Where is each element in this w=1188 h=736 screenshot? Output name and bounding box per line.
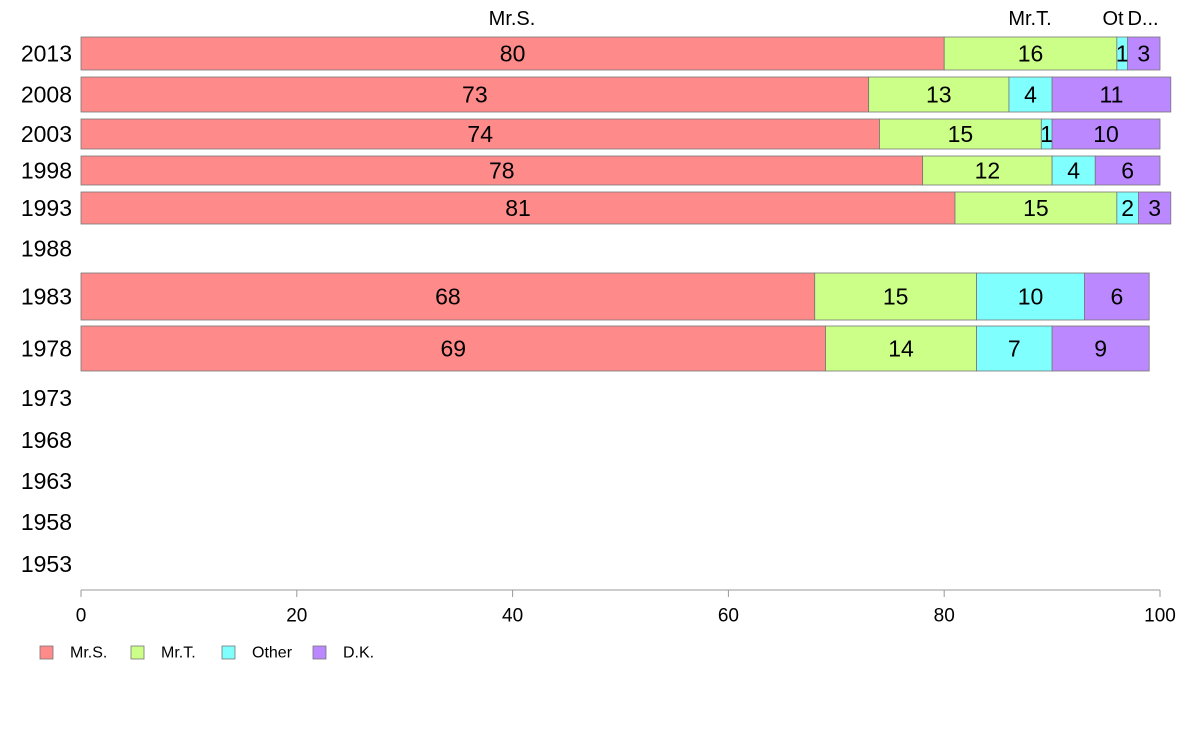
legend-swatch-other (221, 645, 236, 660)
bar-mr-s-1978 (80, 325, 826, 372)
bar-mr-t-1978 (825, 325, 977, 372)
data-label-other-2013: 1 (1116, 41, 1129, 67)
bar-d-k-2003 (1051, 118, 1161, 150)
x-tick-label-40: 40 (502, 606, 523, 627)
year-label-1968: 1968 (21, 427, 72, 453)
legend-swatch-d-k (312, 645, 327, 660)
legend-label-d-k: D.K. (343, 645, 374, 662)
data-label-mr-t-1998: 12 (975, 158, 1001, 184)
year-label-1953: 1953 (21, 551, 72, 577)
data-label-d-k-1998: 6 (1121, 158, 1134, 184)
bar-mr-s-1998 (80, 155, 924, 186)
year-label-1993: 1993 (21, 195, 72, 221)
year-label-1988: 1988 (21, 236, 72, 262)
bar-d-k-2008 (1051, 76, 1172, 113)
top-label-ot: Ot (1102, 8, 1124, 30)
data-label-d-k-1993: 3 (1148, 195, 1161, 221)
year-label-2013: 2013 (21, 41, 72, 67)
data-label-other-1983: 10 (1018, 284, 1044, 310)
data-label-other-2003: 1 (1040, 121, 1053, 147)
data-label-mr-s-1978: 69 (440, 336, 466, 362)
bar-mr-t-2013 (943, 36, 1118, 71)
x-tick-label-0: 0 (76, 606, 87, 627)
data-label-other-1993: 2 (1121, 195, 1134, 221)
top-label-mr-s: Mr.S. (489, 8, 536, 30)
data-label-d-k-1983: 6 (1110, 284, 1123, 310)
bar-d-k-1978 (1051, 325, 1150, 372)
bar-other-1998 (1051, 155, 1096, 186)
top-series-labels: Mr.S. Mr.T. Ot D... (489, 8, 1159, 30)
year-label-2003: 2003 (21, 121, 72, 147)
data-label-d-k-2008: 11 (1099, 82, 1123, 108)
year-axis-labels: 2013 2008 2003 1998 1993 1988 1983 1978 1973 1968… (21, 41, 72, 578)
bar-mr-t-1983 (814, 272, 977, 321)
x-axis: 0 20 40 60 80 100 (76, 589, 1176, 627)
data-label-other-1998: 4 (1067, 158, 1080, 184)
bar-other-2008 (1008, 76, 1053, 113)
bar-d-k-1993 (1138, 191, 1172, 225)
bar-d-k-2013 (1127, 36, 1161, 71)
data-label-mr-s-1998: 78 (489, 158, 515, 184)
legend: Mr.S. Mr.T. Other D.K. (39, 645, 374, 662)
year-label-1973: 1973 (21, 385, 72, 411)
data-label-other-2008: 4 (1024, 82, 1037, 108)
top-label-mr-t: Mr.T. (1008, 8, 1051, 30)
data-label-mr-s-2013: 80 (500, 41, 526, 67)
data-label-mr-s-1983: 68 (435, 284, 461, 310)
x-tick-label-100: 100 (1144, 606, 1176, 627)
data-label-other-1978: 7 (1008, 336, 1021, 362)
x-tick-label-80: 80 (934, 606, 955, 627)
legend-label-mr-s: Mr.S. (70, 645, 107, 662)
bar-mr-t-2008 (868, 76, 1010, 113)
data-label-d-k-2013: 3 (1137, 41, 1150, 67)
data-label-mr-t-1993: 15 (1023, 195, 1049, 221)
data-label-mr-s-1993: 81 (505, 195, 531, 221)
data-label-mr-s-2008: 73 (462, 82, 488, 108)
year-label-1998: 1998 (21, 158, 72, 184)
data-label-mr-t-2013: 16 (1018, 41, 1044, 67)
bar-d-k-1983 (1084, 272, 1150, 321)
legend-label-mr-t: Mr.T. (161, 645, 196, 662)
bar-mr-s-2003 (80, 118, 880, 150)
x-tick-label-60: 60 (718, 606, 739, 627)
data-label-mr-t-2003: 15 (948, 121, 974, 147)
bar-other-1983 (976, 272, 1085, 321)
x-tick-label-20: 20 (286, 606, 307, 627)
legend-label-other: Other (252, 645, 293, 662)
bar-mr-t-1998 (922, 155, 1053, 186)
data-label-mr-s-2003: 74 (467, 121, 493, 147)
top-label-d: D... (1127, 8, 1158, 30)
bar-mr-s-2013 (80, 36, 945, 71)
bar-mr-t-2003 (879, 118, 1042, 150)
bar-mr-s-1993 (80, 191, 956, 225)
year-label-1958: 1958 (21, 509, 72, 535)
year-label-2008: 2008 (21, 82, 72, 108)
data-label-d-k-2003: 10 (1093, 121, 1119, 147)
data-label-d-k-1978: 9 (1094, 336, 1107, 362)
bar-d-k-1998 (1094, 155, 1161, 186)
data-label-mr-t-1983: 15 (883, 284, 909, 310)
data-label-mr-t-1978: 14 (888, 336, 914, 362)
year-label-1983: 1983 (21, 284, 72, 310)
data-label-mr-t-2008: 13 (926, 82, 952, 108)
year-label-1963: 1963 (21, 468, 72, 494)
legend-swatch-mr-s (39, 645, 54, 660)
bar-mr-t-1993 (954, 191, 1118, 225)
legend-swatch-mr-t (130, 645, 145, 660)
year-label-1978: 1978 (21, 336, 72, 362)
